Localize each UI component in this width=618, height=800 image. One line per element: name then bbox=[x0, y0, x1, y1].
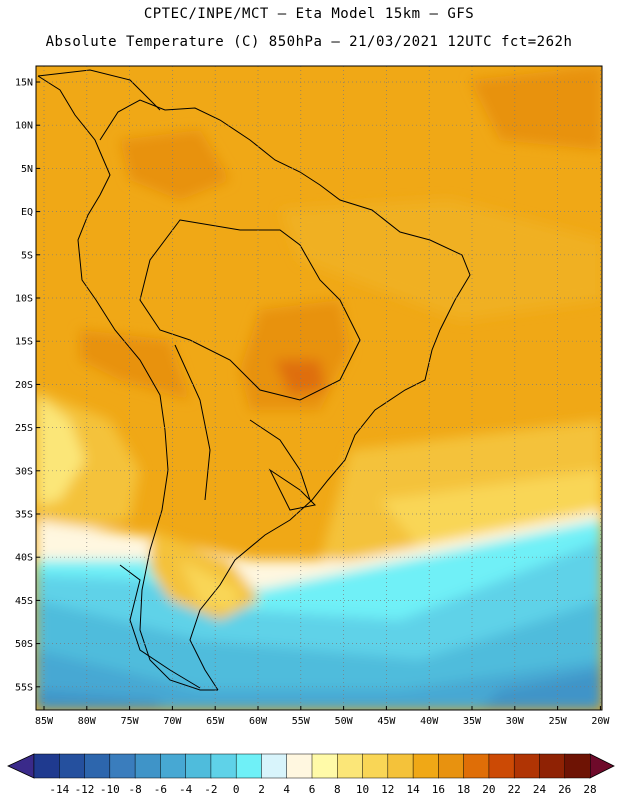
colorbar-swatch bbox=[59, 753, 86, 779]
lat-label: 5N bbox=[21, 164, 33, 175]
lon-label: 85W bbox=[35, 716, 54, 727]
colorbar-tick-label: 8 bbox=[334, 783, 341, 796]
colorbar-tick-label: 12 bbox=[381, 783, 394, 796]
latitude-axis: 15N 10N 5N EQ 5S 10S 15S 20S 25S 30S 35S 40S 45S 50S 5… bbox=[15, 78, 40, 693]
lon-label: 80W bbox=[78, 716, 97, 727]
colorbar-swatch bbox=[564, 753, 591, 779]
lat-label: 50S bbox=[15, 639, 33, 650]
colorbar-min-arrow bbox=[7, 753, 35, 779]
colorbar-swatch bbox=[311, 753, 338, 779]
colorbar-tick-label: 14 bbox=[406, 783, 420, 796]
lat-label: 10N bbox=[15, 121, 33, 132]
lat-label: 10S bbox=[15, 294, 33, 305]
map-title-line-2: Absolute Temperature (C) 850hPa – 21/03/… bbox=[45, 34, 573, 50]
lat-label: 30S bbox=[15, 466, 33, 477]
colorbar-swatch bbox=[463, 753, 490, 779]
colorbar-tick-label: -8 bbox=[128, 783, 141, 796]
lon-label: 55W bbox=[292, 716, 311, 727]
lon-label: 75W bbox=[121, 716, 140, 727]
colorbar-swatch bbox=[109, 753, 136, 779]
colorbar-swatch bbox=[488, 753, 515, 779]
colorbar-tick-label: 6 bbox=[309, 783, 316, 796]
coastlines bbox=[37, 69, 471, 691]
colorbar-swatch bbox=[387, 753, 414, 779]
lat-label: 15N bbox=[15, 78, 33, 89]
lat-label: 20S bbox=[15, 380, 33, 391]
colorbar-swatch bbox=[33, 753, 60, 779]
lat-label: 55S bbox=[15, 682, 33, 693]
colorbar-swatch bbox=[438, 753, 465, 779]
colorbar-tick-label: 4 bbox=[283, 783, 290, 796]
colorbar-swatch bbox=[337, 753, 364, 779]
colorbar-swatch bbox=[235, 753, 263, 779]
colorbar-tick-label: 10 bbox=[356, 783, 369, 796]
colorbar-tick-label: 16 bbox=[432, 783, 445, 796]
colorbar-tick-label: -2 bbox=[204, 783, 217, 796]
colorbar-tick-label: -14 bbox=[49, 783, 69, 796]
lat-label: 45S bbox=[15, 596, 33, 607]
colorbar-tick-label: 20 bbox=[482, 783, 495, 796]
colorbar-max-arrow bbox=[589, 753, 615, 779]
colorbar-swatch bbox=[261, 753, 288, 779]
colorbar-swatch bbox=[210, 753, 237, 779]
colorbar-tick-label: -4 bbox=[179, 783, 193, 796]
colorbar-tick-label: 26 bbox=[558, 783, 571, 796]
lat-label: 40S bbox=[15, 553, 33, 564]
colorbar-tick-label: 22 bbox=[508, 783, 521, 796]
lon-label: 35W bbox=[463, 716, 482, 727]
lon-label: 65W bbox=[206, 716, 225, 727]
lat-label: 25S bbox=[15, 423, 33, 434]
colorbar-tick-label: 2 bbox=[258, 783, 265, 796]
colorbar-swatch bbox=[185, 753, 212, 779]
colorbar-tick-label: -12 bbox=[75, 783, 95, 796]
lon-label: 50W bbox=[335, 716, 354, 727]
lat-label: 35S bbox=[15, 510, 33, 521]
colorbar-tick-label: -10 bbox=[100, 783, 120, 796]
lon-label: 70W bbox=[163, 716, 182, 727]
lon-label: 40W bbox=[420, 716, 439, 727]
lat-lon-grid bbox=[36, 66, 602, 710]
colorbar-tick-label: 28 bbox=[583, 783, 596, 796]
colorbar-swatch bbox=[160, 753, 187, 779]
lat-label: 15S bbox=[15, 337, 33, 348]
colorbar-tick-label: -6 bbox=[154, 783, 167, 796]
colorbar-swatch bbox=[286, 753, 313, 779]
lon-label: 30W bbox=[506, 716, 525, 727]
colorbar-swatch bbox=[84, 753, 111, 779]
colorbar-tick-label: 0 bbox=[233, 783, 240, 796]
colorbar-tick-label: 18 bbox=[457, 783, 470, 796]
colorbar-swatch bbox=[539, 753, 566, 779]
temperature-field bbox=[36, 66, 602, 710]
colorbar: -14 -12 -10 -8 -6 -4 -2 0 2 4 6 8 10 12 14 16 18 20 22 24 26… bbox=[7, 753, 615, 796]
lon-label: 20W bbox=[591, 716, 610, 727]
lat-label: 5S bbox=[21, 250, 33, 261]
lon-label: 45W bbox=[377, 716, 396, 727]
lon-label: 25W bbox=[549, 716, 568, 727]
lon-label: 60W bbox=[249, 716, 268, 727]
longitude-axis: 85W 80W 75W 70W 65W 60W 55W 50W 45W 40W 35W 30W 25W 2… bbox=[35, 706, 610, 727]
map-title-line-1: CPTEC/INPE/MCT – Eta Model 15km – GFS bbox=[143, 6, 475, 22]
lat-label: EQ bbox=[21, 207, 33, 218]
colorbar-swatch bbox=[362, 753, 389, 779]
colorbar-swatch bbox=[513, 753, 541, 779]
colorbar-tick-label: 24 bbox=[533, 783, 547, 796]
colorbar-swatch bbox=[134, 753, 161, 779]
colorbar-swatch bbox=[412, 753, 439, 779]
map-frame bbox=[35, 65, 603, 711]
